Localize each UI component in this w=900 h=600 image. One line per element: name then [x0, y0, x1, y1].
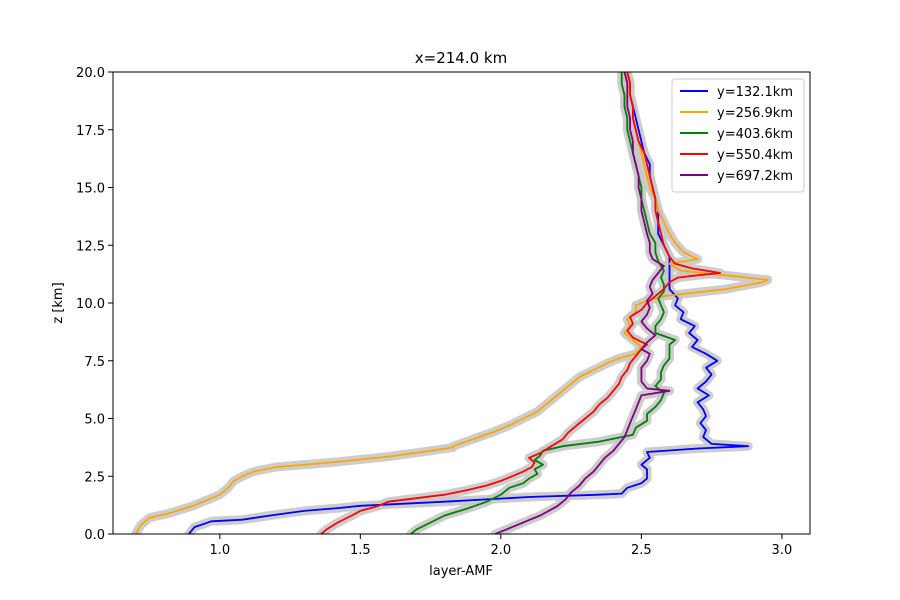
- y-tick-label: 20.0: [76, 66, 105, 81]
- legend: y=132.1km y=256.9km y=403.6km y=550.4km y=69…: [671, 78, 805, 193]
- x-tick-label: 3.0: [772, 543, 793, 558]
- x-tick-label: 2.0: [491, 543, 512, 558]
- y-tick-label: 10.0: [76, 297, 105, 312]
- y-axis-label: z [km]: [51, 282, 66, 323]
- legend-entry: y=550.4km: [717, 148, 793, 163]
- series-line-5: [494, 72, 671, 534]
- y-tick-label: 7.5: [84, 355, 105, 370]
- chart-title: x=214.0 km: [415, 49, 507, 67]
- legend-entry: y=132.1km: [717, 85, 793, 100]
- y-tick-label: 17.5: [76, 124, 105, 139]
- y-tick-label: 0.0: [84, 528, 105, 543]
- x-tick-label: 1.0: [209, 543, 230, 558]
- legend-entry: y=403.6km: [717, 127, 793, 142]
- y-tick-label: 2.5: [84, 470, 105, 485]
- y-tick-label: 5.0: [84, 413, 105, 428]
- x-tick-label: 2.5: [631, 543, 652, 558]
- series-line-2: [134, 72, 769, 534]
- y-tick-label: 12.5: [76, 239, 105, 254]
- legend-entry: y=256.9km: [717, 106, 793, 121]
- x-axis-ticks: 1.0 1.5 2.0 2.5 3.0: [209, 534, 792, 558]
- y-axis-ticks: 0.0 2.5 5.0 7.5 10.0 12.5 15.0 17.5 20.0: [76, 66, 113, 543]
- series-line-3: [410, 72, 676, 534]
- legend-entry: y=697.2km: [717, 169, 793, 184]
- x-tick-label: 1.5: [350, 543, 371, 558]
- legend-box: [671, 78, 805, 193]
- x-axis-label: layer-AMF: [429, 564, 493, 579]
- series-lines: [134, 72, 769, 534]
- y-tick-label: 15.0: [76, 182, 105, 197]
